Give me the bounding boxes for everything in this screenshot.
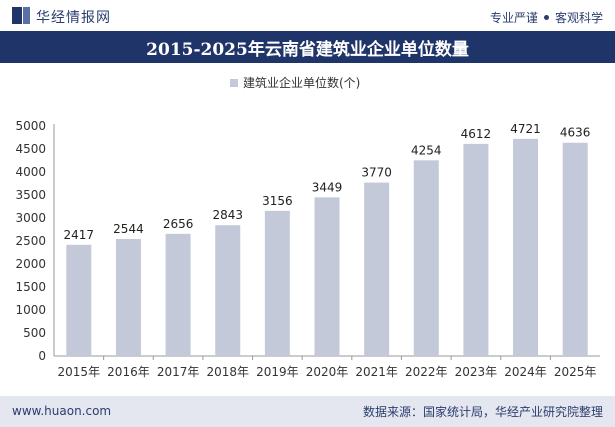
bar [314, 197, 340, 356]
y-tick-label: 500 [23, 326, 46, 340]
data-label: 2843 [212, 208, 243, 222]
x-tick-label: 2025年 [554, 365, 597, 379]
data-label: 4721 [510, 122, 541, 136]
y-tick-label: 5000 [15, 119, 46, 133]
x-tick-label: 2020年 [306, 365, 349, 379]
bar [562, 142, 588, 356]
data-label: 2544 [113, 222, 144, 236]
legend-label: 建筑业企业单位数(个) [243, 75, 360, 90]
chart-area: 建筑业企业单位数(个) 0 500 1000 1500 2000 2500 3000 3500 4… [0, 63, 615, 393]
data-source: 数据来源：国家统计局，华经产业研究院整理 [362, 405, 603, 419]
y-tick-label: 3500 [15, 188, 46, 202]
data-label: 3770 [361, 166, 392, 180]
website-url: www.huaon.com [12, 404, 112, 418]
bar [165, 233, 191, 356]
bar [115, 238, 141, 356]
y-tick-label: 4000 [15, 165, 46, 179]
data-label: 4612 [461, 127, 492, 141]
x-tick-label: 2023年 [455, 365, 498, 379]
data-label: 3156 [262, 194, 293, 208]
tagline-left: 专业严谨 [489, 11, 538, 25]
y-tick-label: 0 [38, 349, 46, 363]
y-tick-label: 4500 [15, 142, 46, 156]
x-tick-label: 2021年 [355, 365, 398, 379]
tagline-right: 客观科学 [554, 11, 603, 25]
footer: www.huaon.com 数据来源：国家统计局，华经产业研究院整理 [0, 396, 615, 427]
y-tick-label: 2500 [15, 234, 46, 248]
y-tick-label: 1000 [15, 303, 46, 317]
chart-title: 2015-2025年云南省建筑业企业单位数量 [146, 40, 469, 60]
x-tick-label: 2019年 [256, 365, 299, 379]
x-tick-label: 2022年 [405, 365, 448, 379]
data-label: 4636 [560, 126, 591, 140]
bar [413, 160, 439, 356]
data-label: 2656 [163, 217, 194, 231]
data-label: 3449 [312, 180, 343, 194]
x-tick-label: 2017年 [157, 365, 200, 379]
bar [513, 138, 539, 356]
y-tick-label: 1500 [15, 280, 46, 294]
logo-icon [12, 7, 30, 24]
bar-chart: 建筑业企业单位数(个) 0 500 1000 1500 2000 2500 3000 3500 4… [15, 75, 600, 379]
top-bar: 华经情报网 专业严谨 客观科学 [0, 0, 615, 30]
x-tick-label: 2016年 [107, 365, 150, 379]
legend-swatch [230, 79, 238, 87]
y-tick-label: 2000 [15, 257, 46, 271]
x-tick-label: 2015年 [58, 365, 101, 379]
x-tick-label: 2018年 [206, 365, 249, 379]
bar [364, 182, 390, 356]
data-label: 4254 [411, 143, 442, 157]
x-tick-label: 2024年 [504, 365, 547, 379]
y-tick-label: 3000 [15, 211, 46, 225]
bar [215, 225, 241, 356]
tagline: 专业严谨 客观科学 [490, 9, 603, 26]
dot-icon [543, 15, 549, 20]
brand-name: 华经情报网 [36, 10, 111, 26]
bar [66, 244, 92, 356]
bar [264, 210, 290, 356]
data-label: 2417 [64, 228, 95, 242]
bar [463, 143, 489, 356]
title-bar: 2015-2025年云南省建筑业企业单位数量 [0, 31, 615, 63]
